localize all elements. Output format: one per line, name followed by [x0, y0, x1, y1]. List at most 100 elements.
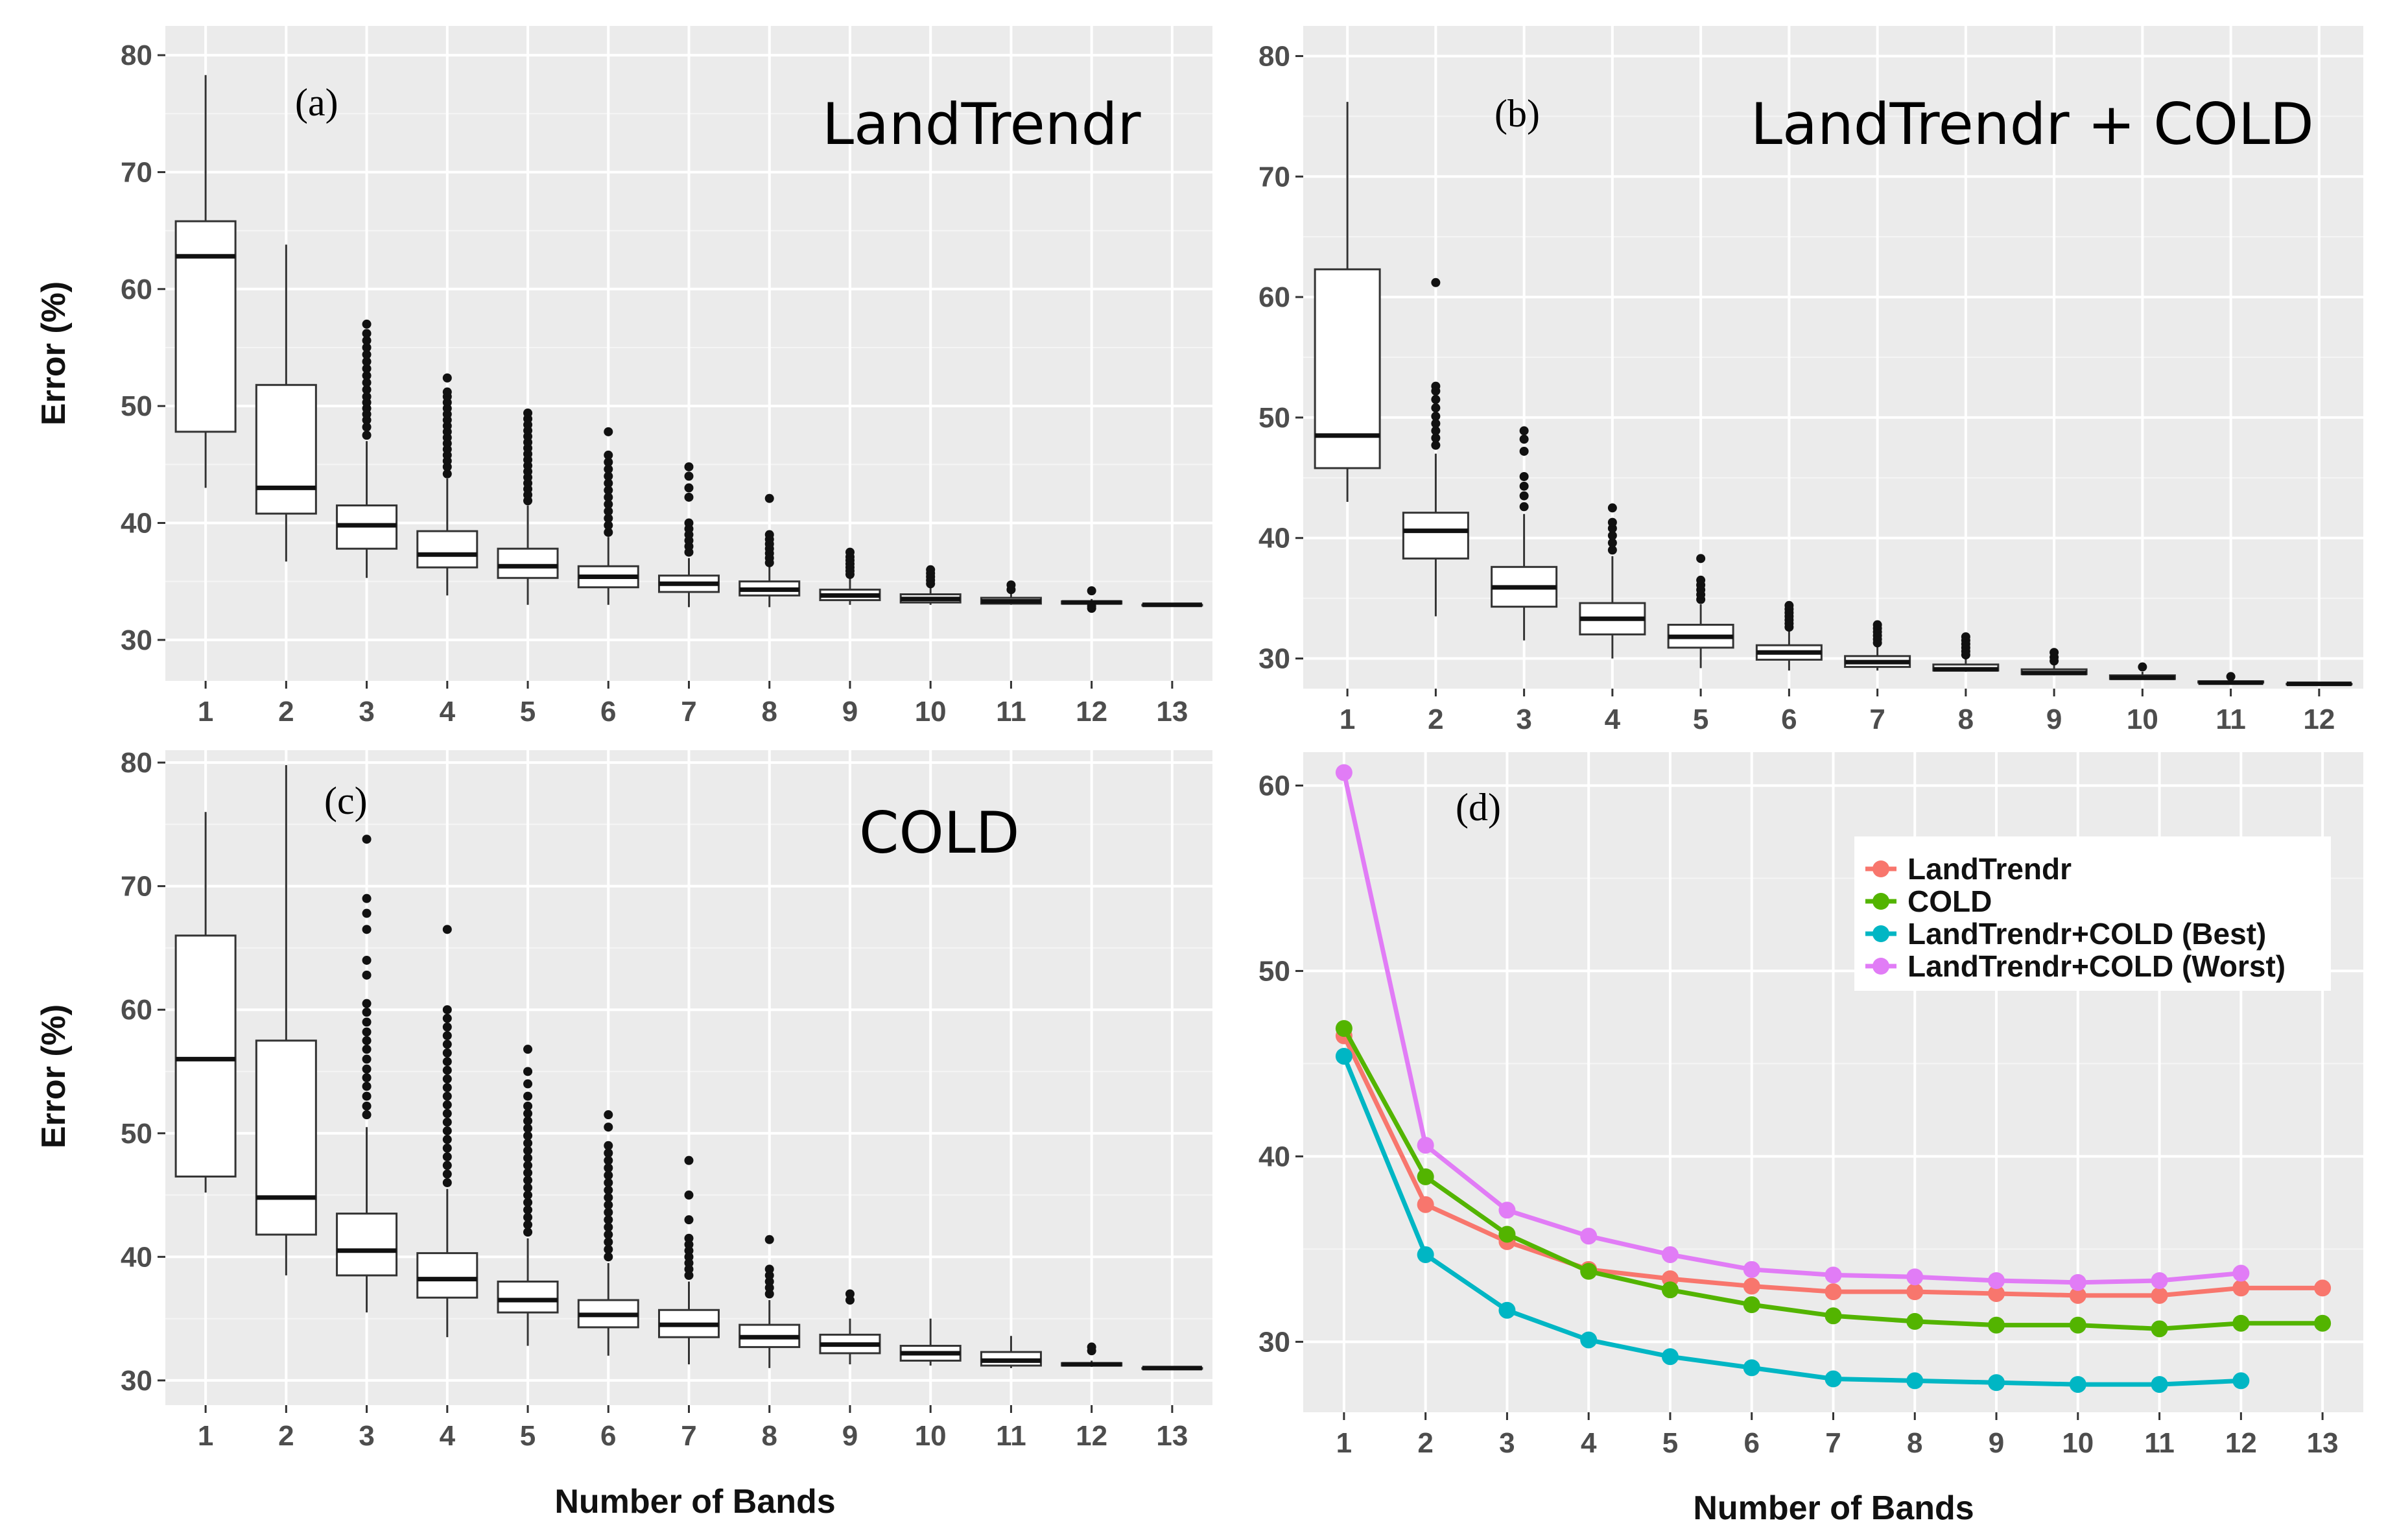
box-outlier — [362, 1054, 372, 1064]
panel-b-boxes — [1314, 102, 2353, 687]
legend-box — [1854, 836, 2331, 991]
box-outlier — [362, 1101, 372, 1111]
box-outlier — [362, 329, 372, 338]
box-2 — [255, 244, 317, 562]
legend-label: COLD — [1908, 884, 1992, 918]
series-point — [1417, 1196, 1434, 1213]
box-outlier — [362, 385, 372, 394]
box-outlier — [1087, 1342, 1096, 1352]
x-tick-label: 6 — [1743, 1427, 1759, 1459]
box-outlier — [442, 1161, 452, 1170]
x-tick-label: 7 — [681, 1420, 696, 1452]
box-outlier — [442, 1013, 452, 1023]
y-tick-label: 70 — [1258, 161, 1290, 193]
series-point — [2232, 1372, 2250, 1390]
box-4 — [416, 925, 478, 1338]
y-tick-label: 50 — [121, 1118, 152, 1150]
series-point — [1335, 1020, 1352, 1037]
x-tick-label: 11 — [996, 1420, 1026, 1452]
box-outlier — [684, 518, 694, 528]
y-tick-label: 80 — [1258, 40, 1290, 72]
box-1 — [1314, 102, 1381, 502]
series-point — [1906, 1283, 1924, 1301]
y-tick-label: 80 — [121, 747, 152, 779]
x-tick-label: 13 — [2307, 1427, 2339, 1459]
box-outlier — [442, 1143, 452, 1153]
box-outlier — [362, 1045, 372, 1054]
box-outlier — [604, 514, 613, 523]
box-outlier — [362, 925, 372, 934]
box-outlier — [362, 342, 372, 352]
box-outlier — [1431, 395, 1441, 405]
y-tick-label: 30 — [121, 1365, 152, 1397]
box-outlier — [1519, 434, 1529, 444]
box-9 — [2020, 648, 2088, 676]
x-tick-label: 12 — [1076, 1420, 1107, 1452]
box-outlier — [1431, 403, 1441, 413]
legend-key-point — [1872, 860, 1889, 877]
legend-key-point — [1872, 893, 1889, 910]
x-tick-label: 13 — [1156, 1420, 1188, 1452]
box-outlier — [523, 1109, 533, 1119]
box-outlier — [1431, 412, 1441, 421]
box-outlier — [684, 1215, 694, 1225]
box-outlier — [362, 1064, 372, 1074]
box-outlier — [523, 1183, 533, 1192]
panel-c-letter: (c) — [324, 779, 368, 822]
box-6 — [577, 1110, 639, 1356]
box-outlier — [362, 371, 372, 381]
x-tick-label: 8 — [1907, 1427, 1922, 1459]
box-outlier — [523, 1213, 533, 1222]
box-outlier — [362, 894, 372, 903]
box-outlier — [684, 1233, 694, 1243]
box-body — [255, 384, 317, 515]
box-outlier — [523, 1161, 533, 1170]
y-tick-label: 30 — [1258, 1326, 1290, 1358]
box-outlier — [1607, 545, 1617, 555]
box-outlier — [362, 835, 372, 844]
y-tick-label: 60 — [1258, 281, 1290, 313]
box-11 — [980, 580, 1042, 605]
y-tick-label: 70 — [121, 156, 152, 188]
series-point — [2069, 1286, 2086, 1304]
box-outlier — [604, 1244, 613, 1254]
box-outlier — [442, 1109, 452, 1119]
box-body — [497, 547, 559, 579]
box-outlier — [1607, 538, 1617, 548]
box-outlier — [764, 1264, 774, 1274]
box-outlier — [604, 464, 613, 474]
box-outlier — [523, 1139, 533, 1148]
box-8 — [738, 1235, 801, 1368]
box-outlier — [604, 1170, 613, 1180]
series-point — [1906, 1312, 1924, 1330]
series-point — [1825, 1283, 1842, 1301]
box-outlier — [1087, 601, 1096, 611]
series-point — [2069, 1273, 2086, 1291]
panel-c-ylabel: Error (%) — [35, 1004, 73, 1148]
box-outlier — [442, 1005, 452, 1015]
box-outlier — [362, 1091, 372, 1101]
box-outlier — [604, 1178, 613, 1187]
series-point — [1580, 1331, 1598, 1349]
x-tick-label: 5 — [1693, 704, 1708, 735]
x-tick-label: 12 — [2225, 1427, 2257, 1459]
box-outlier — [362, 1073, 372, 1082]
box-9 — [819, 547, 881, 605]
box-outlier — [1431, 381, 1441, 391]
y-tick-label: 50 — [1258, 402, 1290, 434]
box-outlier — [442, 1074, 452, 1084]
box-outlier — [362, 955, 372, 965]
box-outlier — [523, 1153, 533, 1163]
y-tick-label: 80 — [121, 40, 152, 71]
box-4 — [1579, 503, 1646, 659]
x-tick-label: 7 — [1825, 1427, 1841, 1459]
box-8 — [738, 493, 801, 608]
x-tick-label: 11 — [996, 696, 1026, 728]
box-outlier — [442, 1100, 452, 1109]
box-outlier — [2049, 648, 2059, 657]
